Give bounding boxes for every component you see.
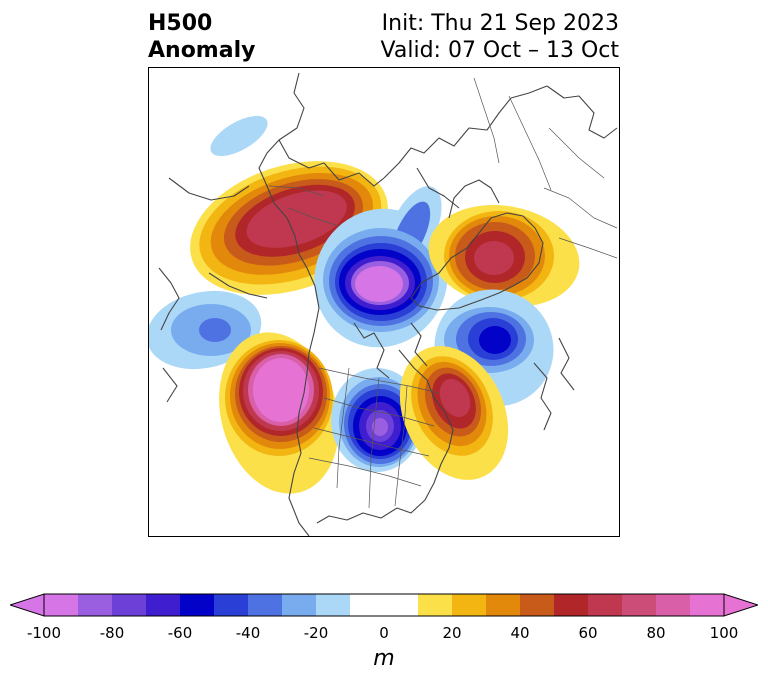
colorbar-bin — [418, 594, 453, 616]
anomaly-map — [149, 72, 618, 536]
colorbar-tick-label: 100 — [709, 624, 739, 642]
colorbar-bin — [452, 594, 487, 616]
title-block-left: H500 Anomaly — [148, 10, 255, 64]
colorbar-tick-label: -100 — [26, 624, 62, 642]
valid-range: Valid: 07 Oct – 13 Oct — [380, 38, 619, 63]
political-borders — [268, 77, 618, 509]
atlantic-ridge — [399, 346, 509, 480]
colorbar-tick-label: 60 — [578, 624, 598, 642]
colorbar-bin — [282, 594, 317, 616]
colorbar-tick-label: 20 — [442, 624, 462, 642]
title-variable: H500 — [148, 11, 213, 36]
colorbar-bin — [180, 594, 215, 616]
colorbar-bin — [588, 594, 623, 616]
colorbar-tick-label: -60 — [167, 624, 193, 642]
colorbar-bin — [486, 594, 521, 616]
colorbar-bin — [622, 594, 657, 616]
colorbar-bin — [78, 594, 113, 616]
colorbar-bin — [656, 594, 691, 616]
east-asia-trough — [434, 289, 554, 407]
colorbar-bin — [44, 594, 79, 616]
colorbar-bin — [214, 594, 249, 616]
siberia-ridge — [428, 205, 580, 307]
colorbar-tick-label: -40 — [235, 624, 261, 642]
title-block-right: Init: Thu 21 Sep 2023 Valid: 07 Oct – 13… — [381, 10, 619, 64]
colorbar-bin — [350, 594, 385, 616]
colorbar-bin — [554, 594, 589, 616]
colorbar-tick-label: -80 — [99, 624, 125, 642]
colorbar-bin — [248, 594, 283, 616]
colorbar-bin — [316, 594, 351, 616]
colorbar — [10, 593, 758, 617]
arctic-trough — [314, 186, 448, 348]
coastlines — [158, 72, 618, 536]
colorbar-tick-label: 0 — [379, 624, 389, 642]
colorbar-border — [43, 593, 725, 617]
colorbar-extend-max — [723, 593, 758, 617]
colorbar-extend-min — [10, 593, 45, 617]
colorbar-unit-label: m — [373, 646, 395, 671]
west-north-america-ridge — [219, 332, 339, 494]
north-pacific-trough — [149, 290, 262, 370]
map-panel — [148, 67, 620, 537]
title-quantity: Anomaly — [148, 38, 256, 63]
colorbar-tick-label: -20 — [303, 624, 329, 642]
colorbar-tick-label: 40 — [510, 624, 530, 642]
colorbar-bin — [384, 594, 419, 616]
central-north-america-trough — [331, 368, 423, 472]
northeast-pacific-weak-trough — [210, 115, 268, 157]
init-date: Init: Thu 21 Sep 2023 — [381, 11, 619, 36]
colorbar-bin — [520, 594, 555, 616]
colorbar-bin — [690, 594, 725, 616]
colorbar-tick-label: 80 — [646, 624, 666, 642]
colorbar-bin — [146, 594, 181, 616]
colorbar-bin — [112, 594, 147, 616]
